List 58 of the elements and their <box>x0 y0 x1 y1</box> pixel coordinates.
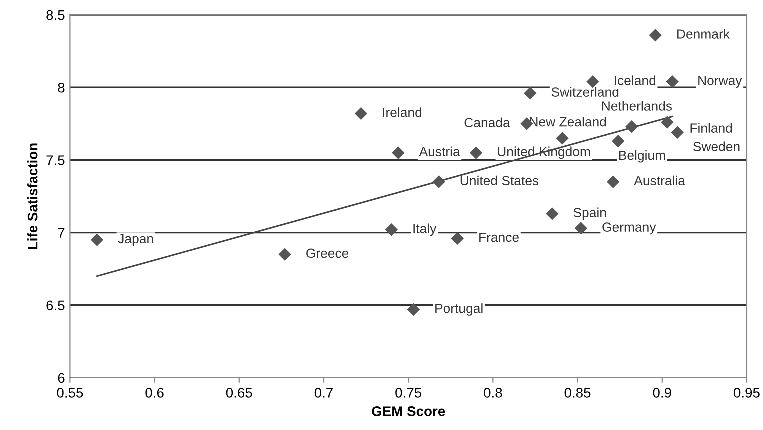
point <box>524 87 537 100</box>
annotation: Austria <box>419 146 460 156</box>
x-axis-title: GEM Score <box>372 406 446 416</box>
y-tick-label: 8 <box>58 82 65 93</box>
annotation: France <box>480 232 519 242</box>
annotation: Germany <box>602 222 656 235</box>
point <box>612 134 625 148</box>
annotation: Netherlands <box>602 101 672 111</box>
x-tick-label: 0.65 <box>226 388 252 398</box>
annotation: United Kingdom <box>498 146 590 160</box>
point <box>574 222 588 235</box>
x-tick-label: 0.55 <box>57 388 84 398</box>
point <box>392 146 405 160</box>
point <box>385 224 398 236</box>
point <box>354 107 368 120</box>
annotation: Japan <box>118 234 154 246</box>
x-tick-label: 0.6 <box>146 388 164 398</box>
y-tick-label: 6.5 <box>46 300 65 311</box>
annotation: Portugal <box>436 304 483 316</box>
annotation: Norway <box>698 76 742 88</box>
x-tick-label: 0.7 <box>314 388 333 398</box>
point <box>90 234 104 246</box>
y-tick-label: 8.5 <box>46 10 65 20</box>
point <box>546 208 559 220</box>
x-tick-label: 0.95 <box>734 388 760 398</box>
point <box>451 232 464 245</box>
annotation: Italy <box>414 224 437 236</box>
x-tick-label: 0.75 <box>396 388 422 398</box>
y-tick-label: 6 <box>58 373 65 384</box>
annotation: Canada <box>464 118 510 128</box>
point <box>671 126 684 139</box>
annotation: Sweden <box>693 142 740 152</box>
x-tick-label: 0.85 <box>564 388 591 398</box>
annotation: Iceland <box>615 76 656 86</box>
annotation: Denmark <box>678 29 730 39</box>
x-tick-label: 0.8 <box>484 388 502 398</box>
point <box>470 146 483 160</box>
annotation: Greece <box>306 248 349 258</box>
point <box>661 116 674 129</box>
point <box>626 120 638 134</box>
annotation: Australia <box>634 176 686 186</box>
annotation: Ireland <box>383 108 422 118</box>
point <box>278 248 292 261</box>
y-tick-label: 7.5 <box>46 156 65 166</box>
point <box>432 176 446 188</box>
y-tick-label: 7 <box>58 228 65 238</box>
point <box>606 176 620 188</box>
point <box>556 132 569 145</box>
annotation: Switzerland <box>552 87 619 97</box>
point <box>666 75 679 88</box>
annotation: Finland <box>690 123 732 133</box>
x-tick-label: 0.9 <box>653 388 672 398</box>
point <box>407 303 420 316</box>
annotation: Belgium <box>619 150 666 163</box>
annotation: Spain <box>574 208 606 220</box>
y-axis-title: Life Satisfaction <box>28 144 38 250</box>
point <box>649 29 662 42</box>
annotation: United States <box>460 176 539 186</box>
